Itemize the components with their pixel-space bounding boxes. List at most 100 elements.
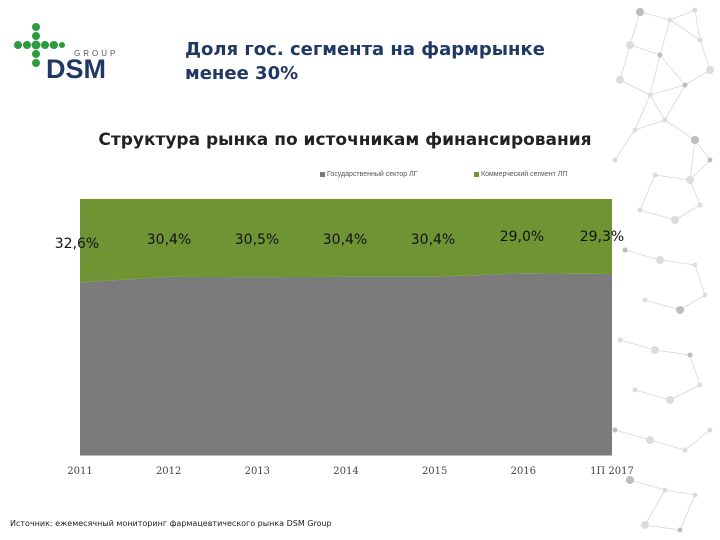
deco-bond bbox=[669, 9, 696, 21]
legend-item-0: Государственный сектор ЛГ bbox=[320, 171, 418, 178]
deco-bond bbox=[649, 84, 686, 96]
headline-line-2: менее 30% bbox=[185, 63, 299, 84]
deco-atom bbox=[697, 382, 703, 388]
deco-atom bbox=[656, 256, 664, 264]
deco-atom bbox=[676, 306, 684, 314]
deco-atom bbox=[657, 52, 663, 58]
data-label: 30,4% bbox=[411, 232, 455, 248]
deco-atom bbox=[612, 157, 618, 163]
deco-bond bbox=[644, 524, 681, 531]
deco-atom bbox=[697, 37, 703, 43]
deco-atom bbox=[616, 76, 624, 84]
deco-bond bbox=[639, 11, 671, 21]
deco-bond bbox=[699, 39, 711, 71]
x-tick-label: 2012 bbox=[156, 466, 181, 477]
logo-group-text: GROUP bbox=[74, 49, 118, 58]
deco-bond bbox=[649, 54, 661, 96]
dsm-group-logo: GROUP DSM bbox=[14, 23, 118, 84]
deco-bond bbox=[619, 79, 651, 96]
legend-swatch-0 bbox=[320, 171, 325, 177]
x-tick-label: 2014 bbox=[333, 466, 358, 477]
deco-bond bbox=[689, 159, 711, 181]
deco-atom bbox=[677, 527, 683, 533]
deco-bond bbox=[654, 349, 691, 356]
logo-dot bbox=[32, 59, 40, 67]
legend-swatch-1 bbox=[474, 171, 479, 177]
deco-bond bbox=[619, 339, 656, 351]
deco-atom bbox=[652, 172, 658, 178]
area-series-1 bbox=[80, 199, 612, 283]
deco-atom bbox=[682, 447, 688, 453]
logo-dot bbox=[14, 41, 22, 49]
deco-bond bbox=[664, 489, 696, 496]
data-label: 29,3% bbox=[580, 229, 624, 245]
deco-atom bbox=[671, 216, 679, 224]
deco-bond bbox=[674, 204, 701, 221]
area-series-0 bbox=[80, 273, 612, 455]
deco-atom bbox=[692, 7, 698, 13]
deco-atom bbox=[622, 247, 628, 253]
deco-bond bbox=[689, 179, 701, 206]
deco-bond bbox=[659, 54, 686, 86]
deco-bond bbox=[644, 489, 666, 526]
deco-bond bbox=[684, 69, 711, 86]
deco-bond bbox=[639, 174, 656, 211]
legend-label-1: Коммерческий сегмент ЛП bbox=[481, 171, 568, 178]
deco-bond bbox=[679, 294, 706, 311]
headline: Доля гос. сегмента на фармрынке менее 30… bbox=[185, 38, 625, 86]
deco-bond bbox=[629, 44, 661, 56]
deco-atom bbox=[682, 82, 688, 88]
deco-atom bbox=[662, 117, 668, 123]
logo-dot bbox=[32, 32, 40, 40]
deco-bond bbox=[694, 9, 701, 41]
data-label: 30,4% bbox=[147, 232, 191, 248]
logo-dot bbox=[59, 42, 65, 48]
x-tick-label: 2013 bbox=[245, 466, 270, 477]
deco-atom bbox=[662, 487, 668, 493]
deco-bond bbox=[689, 139, 696, 181]
logo-dot bbox=[31, 40, 41, 50]
cross-dots-icon bbox=[14, 23, 65, 67]
deco-bond bbox=[624, 249, 661, 261]
deco-atom bbox=[632, 387, 638, 393]
deco-bond bbox=[694, 264, 706, 296]
deco-bond bbox=[614, 129, 636, 161]
deco-atom bbox=[707, 427, 713, 433]
molecule-pattern-decoration bbox=[612, 7, 714, 533]
deco-atom bbox=[632, 127, 638, 133]
deco-atom bbox=[691, 136, 699, 144]
legend-item-1: Коммерческий сегмент ЛП bbox=[474, 171, 567, 178]
deco-bond bbox=[654, 174, 691, 181]
headline-line-1: Доля гос. сегмента на фармрынке bbox=[185, 39, 545, 60]
source-note: Источник: ежемесячный мониторинг фармаце… bbox=[10, 519, 332, 528]
deco-atom bbox=[626, 41, 634, 49]
deco-bond bbox=[634, 119, 666, 131]
x-tick-label: 2015 bbox=[422, 466, 447, 477]
deco-atom bbox=[651, 346, 659, 354]
deco-bond bbox=[629, 479, 666, 491]
deco-bond bbox=[634, 389, 671, 401]
x-tick-label: 2016 bbox=[511, 466, 536, 477]
deco-atom bbox=[647, 92, 653, 98]
deco-atom bbox=[686, 176, 694, 184]
deco-atom bbox=[617, 337, 623, 343]
deco-bond bbox=[644, 299, 681, 311]
chart-title: Структура рынка по источникам финансиров… bbox=[98, 130, 592, 150]
deco-bond bbox=[659, 19, 671, 56]
deco-bond bbox=[664, 119, 696, 141]
logo-dot bbox=[41, 41, 49, 49]
deco-atom bbox=[642, 297, 648, 303]
deco-atom bbox=[666, 396, 674, 404]
logo-dot bbox=[49, 41, 57, 49]
legend-label-0: Государственный сектор ЛГ bbox=[327, 171, 418, 178]
deco-atom bbox=[646, 436, 654, 444]
deco-bond bbox=[649, 439, 686, 451]
data-label: 32,6% bbox=[55, 236, 99, 252]
deco-atom bbox=[641, 521, 649, 529]
x-tick-label: 2011 bbox=[67, 466, 92, 477]
deco-bond bbox=[639, 209, 676, 221]
data-label: 30,5% bbox=[235, 232, 279, 248]
deco-atom bbox=[612, 427, 618, 433]
deco-atom bbox=[692, 262, 698, 268]
